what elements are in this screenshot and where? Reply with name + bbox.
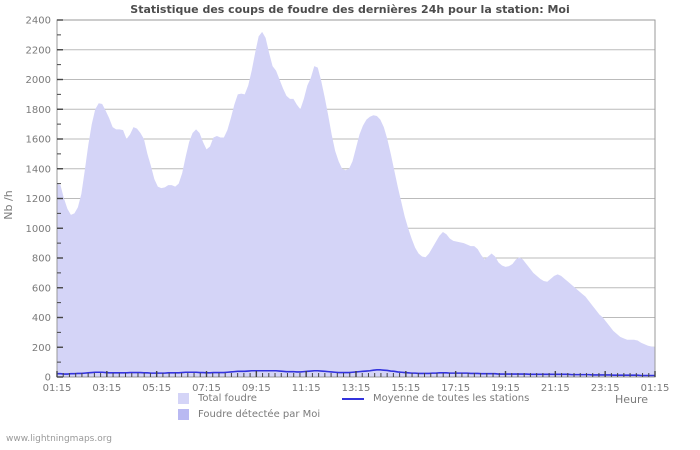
x-tick-label: 09:15 — [242, 383, 271, 394]
y-tick-label: 1800 — [26, 105, 51, 116]
legend-swatch-moyenne — [342, 397, 364, 400]
y-tick-label: 2400 — [26, 16, 51, 27]
y-tick-label: 2200 — [26, 45, 51, 56]
x-tick-label: 01:15 — [641, 383, 670, 394]
y-tick-label: 1600 — [26, 135, 51, 146]
x-tick-label: 03:15 — [92, 383, 121, 394]
y-tick-label: 1200 — [26, 194, 51, 205]
y-tick-label: 200 — [32, 343, 51, 354]
x-tick-label: 19:15 — [491, 383, 520, 394]
x-tick-label: 11:15 — [292, 383, 321, 394]
legend-label-total-foudre: Total foudre — [198, 393, 257, 404]
chart-legend: Total foudre Foudre détectée par Moi Moy… — [178, 391, 678, 425]
legend-item-moyenne: Moyenne de toutes les stations — [342, 391, 529, 406]
y-tick-label: 1000 — [26, 224, 51, 235]
x-axis-ticks: 01:15 03:15 05:15 07:15 09:15 11:15 13:15 15:15… — [43, 371, 670, 394]
y-tick-label: 400 — [32, 313, 51, 324]
x-tick-label: 01:15 — [43, 383, 72, 394]
area-total-foudre — [57, 31, 655, 378]
x-tick-label: 23:15 — [591, 383, 620, 394]
x-tick-label: 07:15 — [192, 383, 221, 394]
y-tick-label: 2000 — [26, 75, 51, 86]
x-tick-label: 17:15 — [441, 383, 470, 394]
y-tick-label: 600 — [32, 283, 51, 294]
x-tick-label: 15:15 — [391, 383, 420, 394]
chart-title: Statistique des coups de foudre des dern… — [130, 3, 570, 16]
legend-swatch-foudre-detectee — [178, 409, 189, 420]
legend-item-foudre-detectee: Foudre détectée par Moi — [178, 407, 320, 422]
x-tick-label: 13:15 — [342, 383, 371, 394]
x-tick-label: 21:15 — [541, 383, 570, 394]
y-tick-label: 0 — [45, 373, 51, 384]
y-tick-label: 1400 — [26, 164, 51, 175]
legend-item-total-foudre: Total foudre — [178, 391, 257, 406]
legend-label-moyenne: Moyenne de toutes les stations — [373, 393, 530, 404]
x-axis-label: Heure — [615, 393, 648, 406]
legend-label-foudre-detectee: Foudre détectée par Moi — [198, 409, 321, 420]
y-axis-ticks: 0 200 400 600 800 1000 1200 1400 1600 1800 2000 220… — [26, 16, 63, 384]
footer-watermark: www.lightningmaps.org — [6, 434, 112, 444]
series-areas — [57, 31, 655, 378]
legend-swatch-total-foudre — [178, 393, 189, 404]
x-tick-label: 05:15 — [142, 383, 171, 394]
y-axis-label: Nb /h — [2, 190, 15, 219]
y-tick-label: 800 — [32, 254, 51, 265]
